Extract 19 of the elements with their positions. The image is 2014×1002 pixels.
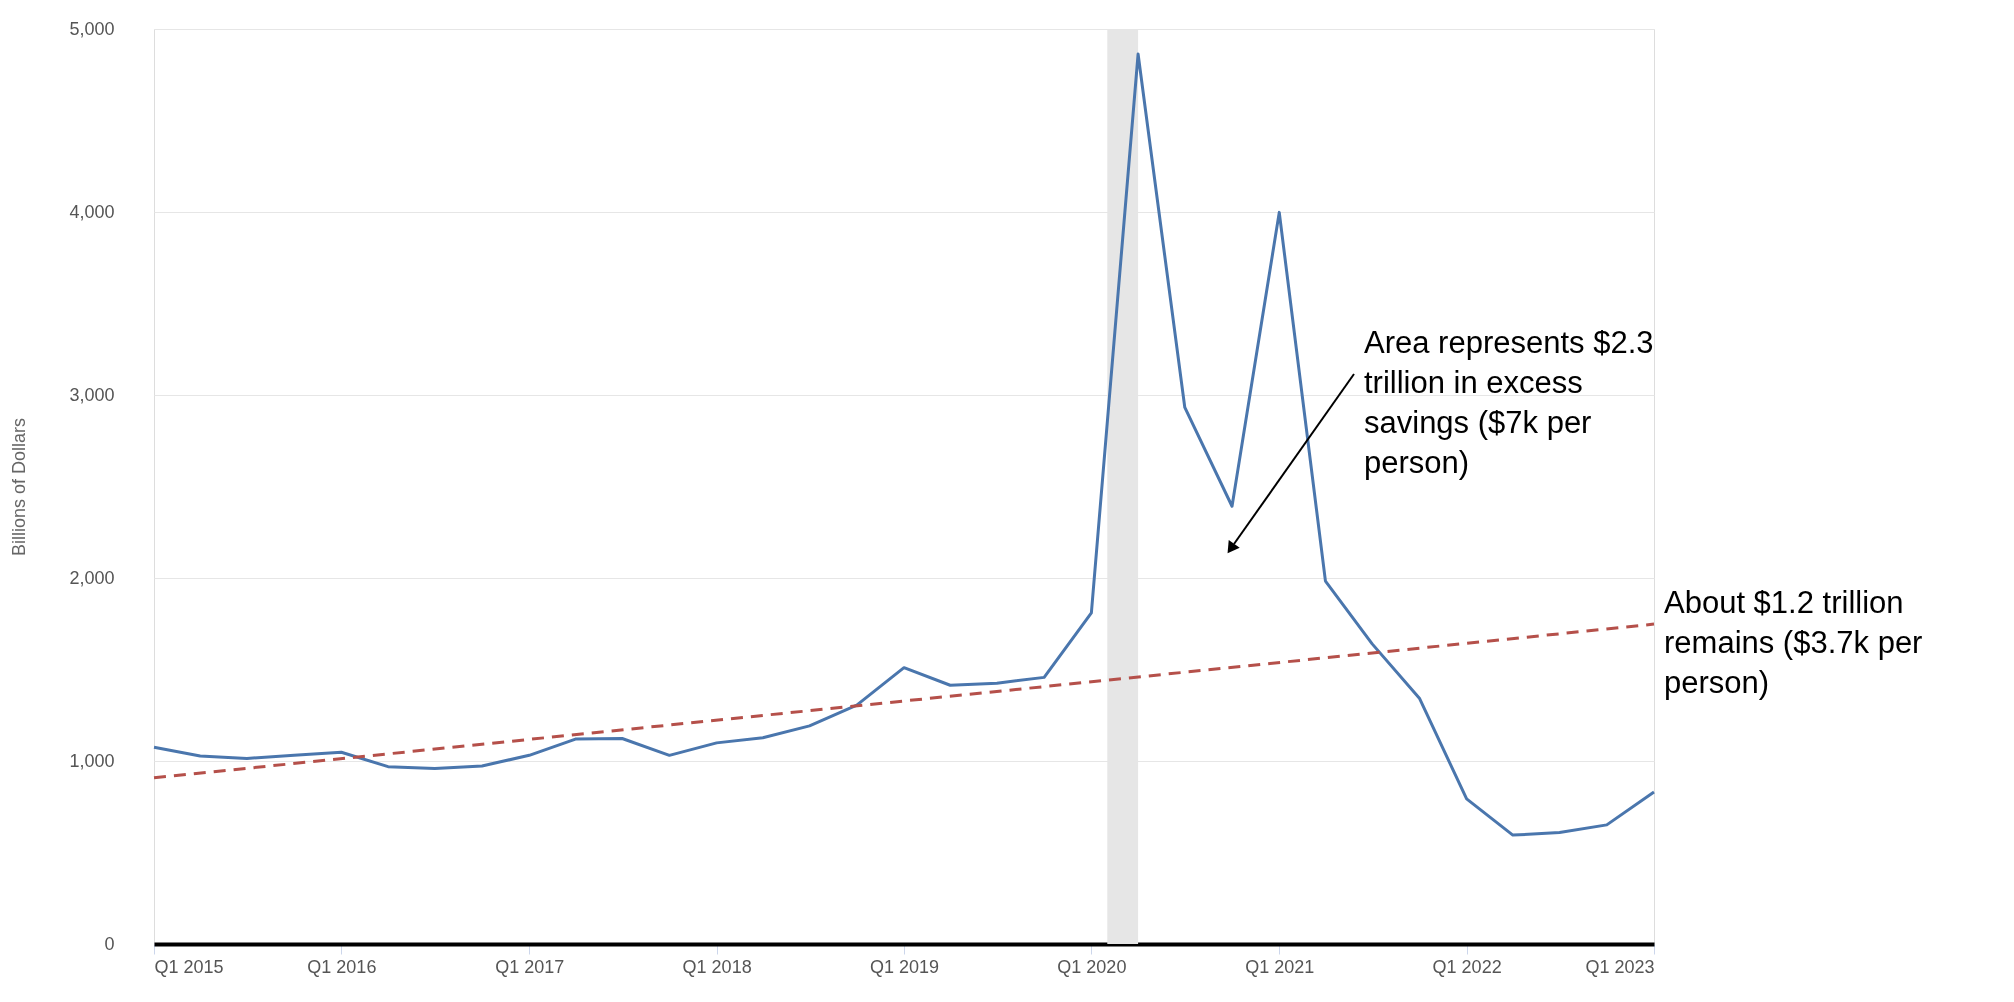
x-tick-label: Q1 2023 xyxy=(1585,956,1655,977)
y-tick-label: 5,000 xyxy=(69,18,115,39)
y-tick-label: 4,000 xyxy=(69,201,115,222)
annotation: Area represents $2.3 trillion in excess savings ($7k per person) xyxy=(1364,325,1654,480)
x-tick-label: Q1 2017 xyxy=(495,956,565,977)
line-series xyxy=(152,52,1656,837)
x-tick-label: Q1 2019 xyxy=(869,956,940,977)
y-tick-label: 3,000 xyxy=(69,384,115,405)
x-tick-label: Q1 2022 xyxy=(1432,956,1502,977)
x-tick-label: Q1 2020 xyxy=(1057,956,1127,977)
x-tick-label: Q1 2021 xyxy=(1245,956,1315,977)
y-tick-label: 2,000 xyxy=(69,567,115,588)
y-tick-label: 0 xyxy=(104,933,115,954)
text: About $1.2 trillion remains ($3.7k per person) xyxy=(1664,585,1923,700)
y-axis-title: Billions of Dollars xyxy=(9,417,30,557)
x-tick-label: Q1 2015 xyxy=(154,956,224,977)
x-tick-label: Q1 2016 xyxy=(307,956,377,977)
x-tick-label: Q1 2018 xyxy=(682,956,752,977)
y-tick-label: 1,000 xyxy=(69,750,115,771)
